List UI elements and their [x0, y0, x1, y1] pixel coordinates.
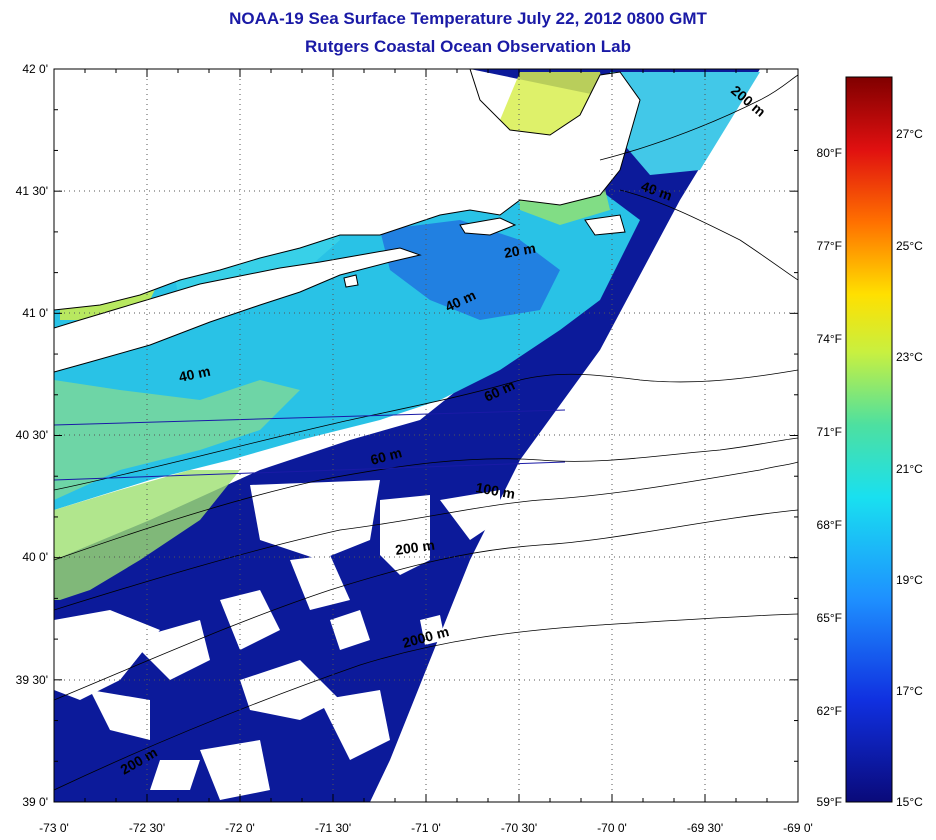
- land-nantucket: [584, 214, 626, 236]
- colorbar-f-label: 74°F: [817, 332, 842, 346]
- nodata-gap: [330, 610, 370, 650]
- nodata-gap: [150, 760, 200, 790]
- lon-label: -70 30': [501, 821, 537, 835]
- frame-ticks: [53, 68, 799, 803]
- colorbar-c-label: 25°C: [896, 239, 923, 253]
- colorbar-f-label: 77°F: [817, 239, 842, 253]
- lat-label: 39 0': [22, 795, 48, 809]
- land-new-england: [54, 69, 641, 311]
- sst-north-cyan: [610, 72, 760, 175]
- isobath-label: 20 m: [503, 240, 537, 261]
- lat-label: 40 0': [22, 550, 48, 564]
- nodata-gap: [380, 495, 430, 575]
- lon-label: -71 0': [411, 821, 441, 835]
- colorbar-f-label: 80°F: [817, 146, 842, 160]
- colorbar-c-label: 19°C: [896, 573, 923, 587]
- isobath-label: 200 m: [394, 537, 436, 558]
- nodata-gap: [440, 490, 500, 540]
- colorbar-fahrenheit-labels: 80°F 77°F 74°F 71°F 68°F 65°F 62°F 59°F: [817, 146, 842, 809]
- nodata-gap: [220, 590, 280, 650]
- map-title: NOAA-19 Sea Surface Temperature July 22,…: [229, 9, 707, 28]
- nodata-gap: [320, 690, 390, 760]
- nodata-gap: [250, 480, 380, 560]
- colorbar-c-label: 23°C: [896, 350, 923, 364]
- longitude-labels: -73 0' -72 30' -72 0' -71 30' -71 0' -70…: [39, 821, 813, 835]
- colorbar: [845, 76, 893, 803]
- lon-label: -72 30': [129, 821, 165, 835]
- isobath-label: 100 m: [474, 479, 516, 502]
- latitude-labels: 42 0' 41 30' 41 0' 40 30' 40 0' 39 30' 3…: [16, 62, 48, 809]
- sst-data-layer: [54, 69, 760, 802]
- colorbar-c-label: 21°C: [896, 462, 923, 476]
- lon-label: -69 0': [783, 821, 813, 835]
- lat-label: 39 30': [16, 673, 48, 687]
- graticule: [54, 69, 798, 802]
- nodata-gap: [420, 615, 445, 645]
- lon-label: -72 0': [225, 821, 255, 835]
- lon-label: -69 30': [687, 821, 723, 835]
- isobath-label: 60 m: [369, 444, 404, 468]
- lat-label: 40 30': [16, 428, 48, 442]
- colorbar-celsius-labels: 27°C 25°C 23°C 21°C 19°C 17°C 15°C: [896, 127, 923, 809]
- isobath-contours: [54, 74, 798, 791]
- colorbar-f-label: 71°F: [817, 425, 842, 439]
- land-long-island: [54, 247, 422, 373]
- land-marthas-vineyard: [459, 217, 517, 236]
- map-subtitle: Rutgers Coastal Ocean Observation Lab: [305, 37, 631, 56]
- lat-label: 42 0': [22, 62, 48, 76]
- land-block-island: [343, 274, 359, 288]
- colorbar-f-label: 62°F: [817, 704, 842, 718]
- colorbar-f-label: 65°F: [817, 611, 842, 625]
- reference-lines: [53, 409, 566, 481]
- nodata-gap: [290, 555, 350, 610]
- nodata-gap: [54, 610, 160, 700]
- colorbar-c-label: 27°C: [896, 127, 923, 141]
- nodata-gap: [130, 620, 210, 680]
- lon-label: -73 0': [39, 821, 69, 835]
- nodata-gap: [200, 740, 270, 800]
- colorbar-c-label: 15°C: [896, 795, 923, 809]
- lon-label: -71 30': [315, 821, 351, 835]
- sst-mid-blue: [380, 220, 560, 320]
- sst-shelf-green: [54, 380, 300, 500]
- isobath-label: 40 m: [177, 363, 212, 385]
- colorbar-c-label: 17°C: [896, 684, 923, 698]
- colorbar-f-label: 68°F: [817, 518, 842, 532]
- lat-label: 41 0': [22, 306, 48, 320]
- nodata-gap: [90, 690, 150, 740]
- colorbar-f-label: 59°F: [817, 795, 842, 809]
- lat-label: 41 30': [16, 184, 48, 198]
- lon-label: -70 0': [597, 821, 627, 835]
